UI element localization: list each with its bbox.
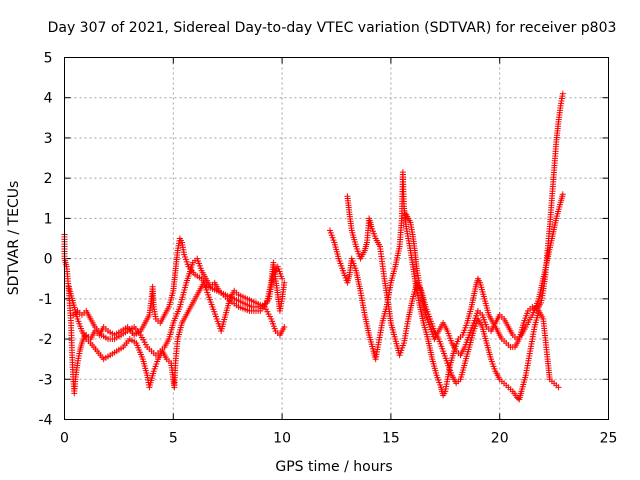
x-tick-label: 25 <box>600 431 618 447</box>
y-tick-label: -1 <box>39 292 53 308</box>
x-tick-label: 15 <box>382 431 400 447</box>
data-point <box>281 279 288 286</box>
y-tick-label: 3 <box>44 131 53 147</box>
x-tick-label: 10 <box>273 431 291 447</box>
data-point <box>559 90 566 97</box>
chart-title: Day 307 of 2021, Sidereal Day-to-day VTE… <box>48 20 617 36</box>
data-point <box>559 191 566 198</box>
y-tick-label: 0 <box>44 252 53 268</box>
y-tick-label: 4 <box>44 91 53 107</box>
y-tick-label: -2 <box>39 332 53 348</box>
x-tick-label: 20 <box>491 431 509 447</box>
x-tick-label: 0 <box>60 431 69 447</box>
y-axis-label: SDTVAR / TECUs <box>6 181 22 296</box>
x-axis-label: GPS time / hours <box>275 459 392 475</box>
y-tick-label: 5 <box>44 51 53 67</box>
data-point <box>281 323 288 330</box>
plot-frame <box>64 57 609 420</box>
data-point <box>555 384 562 391</box>
x-tick-label: 5 <box>169 431 178 447</box>
data-points <box>61 90 566 403</box>
data-point <box>279 275 286 282</box>
tick-labels: 0 5 10 15 20 25 -4 -3 -2 -1 0 1 2 3 4 5 <box>39 51 618 447</box>
y-tick-label: 2 <box>44 171 53 187</box>
y-tick-label: 1 <box>44 211 53 227</box>
y-tick-label: -3 <box>39 372 53 388</box>
y-tick-label: -4 <box>39 413 53 429</box>
